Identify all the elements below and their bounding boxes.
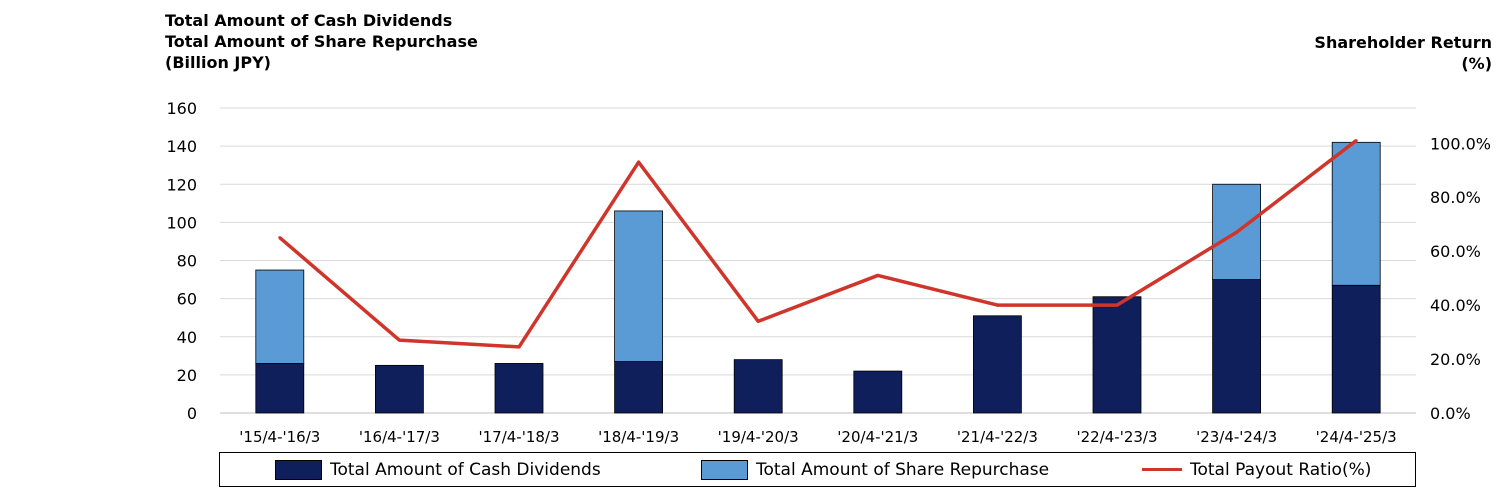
y2-tick-label: 100.0% bbox=[1430, 134, 1491, 153]
legend-item-payout: Total Payout Ratio(%) bbox=[1142, 453, 1371, 486]
right-axis-title-line-1: Shareholder Return bbox=[1314, 33, 1492, 52]
bar-repurchase bbox=[1331, 141, 1381, 286]
y-tick-label: 40 bbox=[177, 328, 197, 347]
bar-dividends bbox=[733, 359, 783, 414]
x-tick-label: '17/4-'18/3 bbox=[478, 428, 559, 446]
bar-dividends bbox=[614, 361, 663, 414]
payout-ratio-point bbox=[278, 236, 282, 240]
bar-dividends bbox=[494, 363, 544, 414]
bar-repurchase bbox=[614, 210, 663, 362]
legend-line-payout bbox=[1142, 468, 1182, 471]
left-axis-title-line-3: (Billion JPY) bbox=[165, 53, 271, 72]
bar-repurchase bbox=[255, 269, 305, 364]
payout-ratio-point bbox=[756, 319, 760, 323]
y-tick-label: 0 bbox=[187, 404, 197, 423]
legend-item-dividends: Total Amount of Cash Dividends bbox=[275, 453, 601, 486]
bar-dividends bbox=[255, 363, 305, 414]
right-axis-title-line-2: (%) bbox=[1461, 54, 1492, 73]
left-axis-title-line-1: Total Amount of Cash Dividends bbox=[165, 11, 453, 30]
legend-label-repurchase: Total Amount of Share Repurchase bbox=[756, 459, 1050, 480]
legend-swatch-repurchase bbox=[701, 459, 748, 480]
payout-ratio-point bbox=[995, 303, 999, 307]
payout-ratio-point bbox=[1115, 303, 1119, 307]
bar-dividends bbox=[1212, 279, 1261, 414]
x-tick-label: '24/4-'25/3 bbox=[1316, 428, 1397, 446]
bar-dividends bbox=[1331, 284, 1381, 414]
legend: Total Amount of Cash Dividends Total Amo… bbox=[219, 452, 1416, 487]
legend-item-repurchase: Total Amount of Share Repurchase bbox=[701, 453, 1049, 486]
left-axis-title: Total Amount of Cash Dividends Total Amo… bbox=[165, 10, 478, 73]
y-tick-label: 140 bbox=[166, 137, 197, 156]
y2-tick-label: 60.0% bbox=[1430, 242, 1481, 261]
y-tick-label: 20 bbox=[177, 366, 197, 385]
y2-tick-label: 80.0% bbox=[1430, 188, 1481, 207]
right-axis-title: Shareholder Return (%) bbox=[1314, 32, 1492, 74]
payout-ratio-point bbox=[397, 338, 401, 342]
bar-dividends bbox=[973, 315, 1022, 414]
payout-ratio-point bbox=[876, 273, 880, 277]
x-tick-label: '21/4-'22/3 bbox=[957, 428, 1038, 446]
y-tick-label: 120 bbox=[166, 175, 197, 194]
bar-dividends bbox=[853, 370, 903, 414]
bar-dividends bbox=[374, 364, 424, 414]
y-tick-label: 80 bbox=[177, 252, 197, 271]
legend-swatch-dividends bbox=[275, 459, 322, 480]
x-tick-label: '19/4-'20/3 bbox=[718, 428, 799, 446]
x-tick-label: '23/4-'24/3 bbox=[1196, 428, 1277, 446]
y2-tick-label: 0.0% bbox=[1430, 404, 1471, 423]
x-tick-label: '15/4-'16/3 bbox=[239, 428, 320, 446]
y-tick-label: 160 bbox=[166, 99, 197, 118]
y2-tick-label: 20.0% bbox=[1430, 350, 1481, 369]
legend-label-dividends: Total Amount of Cash Dividends bbox=[330, 459, 601, 480]
left-axis-title-line-2: Total Amount of Share Repurchase bbox=[165, 32, 478, 51]
x-tick-label: '20/4-'21/3 bbox=[837, 428, 918, 446]
x-tick-label: '16/4-'17/3 bbox=[359, 428, 440, 446]
payout-ratio-point bbox=[637, 160, 641, 164]
payout-ratio-line bbox=[278, 139, 1358, 349]
payout-ratio-point bbox=[517, 345, 521, 349]
payout-ratio-point bbox=[1354, 139, 1358, 143]
legend-label-payout: Total Payout Ratio(%) bbox=[1190, 459, 1372, 480]
bar-dividends bbox=[1092, 296, 1142, 414]
y-tick-label: 60 bbox=[177, 290, 197, 309]
y2-tick-label: 40.0% bbox=[1430, 296, 1481, 315]
payout-ratio-point bbox=[1235, 230, 1239, 234]
x-tick-label: '22/4-'23/3 bbox=[1076, 428, 1157, 446]
x-tick-label: '18/4-'19/3 bbox=[598, 428, 679, 446]
y-tick-label: 100 bbox=[166, 213, 197, 232]
